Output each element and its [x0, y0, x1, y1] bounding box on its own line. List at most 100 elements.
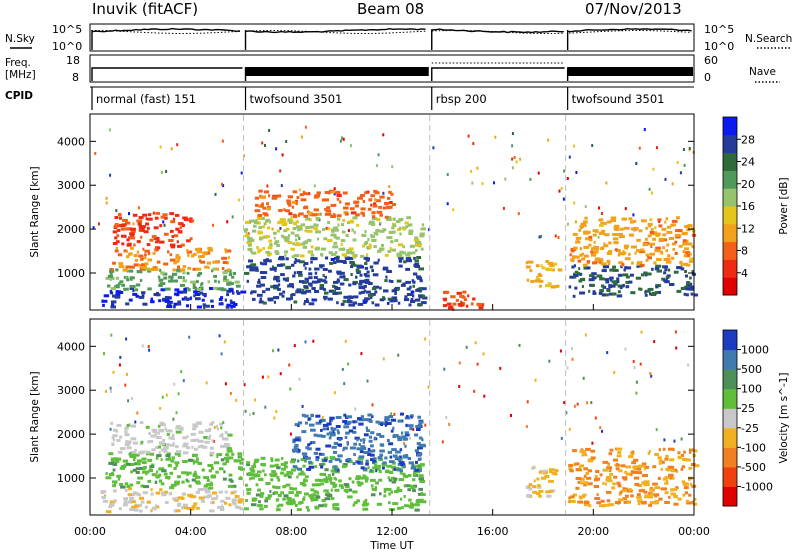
range-cell: [664, 457, 669, 461]
range-cell: [611, 486, 616, 490]
freq-right-tick-bottom: 0: [704, 71, 711, 84]
range-cell: [308, 267, 312, 271]
range-cell: [351, 303, 355, 307]
noise-sky-trace: [91, 27, 692, 50]
range-cell: [417, 423, 423, 427]
range-cell: [322, 228, 326, 231]
range-cell: [308, 460, 312, 464]
range-cell: [399, 232, 402, 236]
range-cell: [285, 257, 289, 261]
range-cell: [668, 447, 674, 451]
range-cell: [598, 218, 601, 222]
range-cell: [418, 457, 422, 461]
range-cell: [324, 468, 329, 472]
range-cell: [365, 281, 371, 284]
range-cell: [239, 467, 245, 471]
range-cell: [628, 488, 632, 491]
range-cell: [585, 237, 589, 241]
range-cell: [392, 502, 399, 506]
range-cell: [557, 268, 563, 272]
noise-left-tick-bottom: 10^0: [52, 40, 82, 53]
range-cell: [363, 418, 370, 422]
range-cell: [688, 259, 694, 263]
range-cell: [145, 472, 148, 476]
speckle: [285, 140, 288, 143]
range-cell: [588, 289, 591, 293]
range-cell: [414, 449, 419, 453]
range-cell: [295, 259, 301, 263]
range-cell: [336, 214, 342, 218]
speckle: [313, 184, 316, 188]
range-cell: [312, 298, 318, 302]
range-cell: [340, 486, 344, 489]
range-cell: [669, 465, 675, 469]
speckle: [510, 414, 512, 417]
range-cell: [677, 451, 681, 455]
range-cell: [296, 196, 300, 199]
range-cell: [182, 451, 189, 455]
range-cell: [647, 452, 650, 456]
range-cell: [302, 245, 308, 249]
range-cell: [114, 236, 118, 240]
range-cell: [315, 421, 322, 425]
range-cell: [373, 202, 377, 206]
range-cell: [226, 458, 230, 462]
range-cell: [390, 280, 394, 283]
range-cell: [662, 233, 667, 237]
range-cell: [367, 449, 374, 453]
range-cell: [638, 229, 643, 233]
range-cell: [574, 286, 578, 290]
range-cell: [371, 287, 377, 291]
range-cell: [368, 435, 372, 439]
range-cell: [145, 450, 151, 454]
range-cell: [161, 448, 164, 452]
range-cell: [456, 291, 462, 295]
range-cell: [115, 457, 122, 461]
range-cell: [358, 422, 364, 426]
range-cell: [336, 217, 341, 221]
range-cell: [596, 501, 602, 505]
speckle: [341, 136, 344, 140]
range-cell: [638, 287, 641, 291]
range-cell: [654, 226, 657, 230]
range-cell: [142, 213, 148, 217]
speckle: [409, 436, 412, 440]
range-cell: [573, 264, 576, 268]
range-cell: [536, 279, 541, 283]
range-cell: [168, 436, 174, 440]
range-cell: [364, 191, 368, 195]
range-cell: [356, 271, 360, 274]
range-cell: [111, 442, 115, 446]
range-cell: [613, 458, 618, 462]
speckle: [571, 347, 574, 350]
range-cell: [130, 246, 134, 250]
range-cell: [340, 302, 345, 306]
range-cell: [221, 267, 225, 270]
range-cell: [477, 303, 483, 307]
range-cell: [204, 265, 208, 269]
range-cell: [375, 481, 378, 485]
range-cell: [654, 453, 660, 456]
range-cell: [123, 497, 129, 501]
range-cell: [149, 465, 155, 469]
range-cell: [410, 486, 416, 489]
range-cell: [618, 492, 622, 496]
range-cell: [139, 279, 143, 282]
range-cell: [349, 446, 356, 450]
range-cell: [450, 295, 456, 299]
range-cell: [331, 472, 335, 476]
range-cell: [153, 507, 157, 511]
range-cell: [187, 458, 193, 462]
range-cell: [624, 251, 627, 255]
range-cell: [269, 220, 272, 224]
range-cell: [252, 266, 259, 270]
range-cell: [201, 468, 205, 472]
range-cell: [158, 445, 162, 449]
range-cell: [165, 457, 172, 461]
range-cell: [255, 268, 259, 272]
speckle: [288, 363, 291, 367]
range-cell: [160, 271, 165, 275]
range-cell: [693, 497, 697, 501]
range-cell: [251, 290, 257, 294]
range-cell: [321, 499, 326, 503]
